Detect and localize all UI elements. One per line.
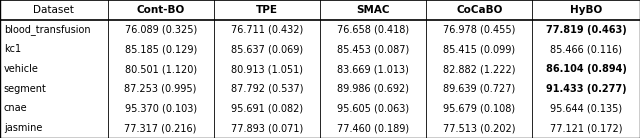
Text: CoCaBO: CoCaBO [456,5,502,15]
Text: 91.433 (0.277): 91.433 (0.277) [546,84,627,94]
Text: HyBO: HyBO [570,5,602,15]
Text: 86.104 (0.894): 86.104 (0.894) [546,64,627,74]
Text: 77.121 (0.172): 77.121 (0.172) [550,123,623,133]
Text: 85.415 (0.099): 85.415 (0.099) [444,44,515,54]
Text: vehicle: vehicle [4,64,38,74]
Text: 95.370 (0.103): 95.370 (0.103) [125,103,196,113]
Text: 80.501 (1.120): 80.501 (1.120) [125,64,196,74]
Text: kc1: kc1 [4,44,21,54]
Text: 83.669 (1.013): 83.669 (1.013) [337,64,409,74]
Text: segment: segment [4,84,47,94]
Text: 80.913 (1.051): 80.913 (1.051) [231,64,303,74]
Text: 85.185 (0.129): 85.185 (0.129) [125,44,196,54]
Text: 95.644 (0.135): 95.644 (0.135) [550,103,622,113]
Text: 77.317 (0.216): 77.317 (0.216) [124,123,197,133]
Text: Cont-BO: Cont-BO [136,5,185,15]
Text: 76.711 (0.432): 76.711 (0.432) [231,25,303,35]
Text: 85.453 (0.087): 85.453 (0.087) [337,44,409,54]
Text: jasmine: jasmine [4,123,42,133]
Text: 87.792 (0.537): 87.792 (0.537) [230,84,303,94]
Text: Dataset: Dataset [33,5,74,15]
Text: 95.679 (0.108): 95.679 (0.108) [444,103,515,113]
Text: 76.658 (0.418): 76.658 (0.418) [337,25,409,35]
Text: 89.986 (0.692): 89.986 (0.692) [337,84,409,94]
Text: 77.460 (0.189): 77.460 (0.189) [337,123,409,133]
Text: 85.466 (0.116): 85.466 (0.116) [550,44,622,54]
Text: 95.691 (0.082): 95.691 (0.082) [231,103,303,113]
Text: 77.513 (0.202): 77.513 (0.202) [443,123,516,133]
Text: blood_transfusion: blood_transfusion [4,24,90,35]
Text: 76.089 (0.325): 76.089 (0.325) [125,25,196,35]
Text: 85.637 (0.069): 85.637 (0.069) [231,44,303,54]
Text: 95.605 (0.063): 95.605 (0.063) [337,103,409,113]
Text: SMAC: SMAC [356,5,390,15]
Text: TPE: TPE [256,5,278,15]
Text: 87.253 (0.995): 87.253 (0.995) [124,84,197,94]
Text: 89.639 (0.727): 89.639 (0.727) [444,84,515,94]
Text: cnae: cnae [4,103,28,113]
Text: 82.882 (1.222): 82.882 (1.222) [443,64,516,74]
Text: 77.819 (0.463): 77.819 (0.463) [546,25,627,35]
Text: 77.893 (0.071): 77.893 (0.071) [231,123,303,133]
Text: 76.978 (0.455): 76.978 (0.455) [443,25,516,35]
